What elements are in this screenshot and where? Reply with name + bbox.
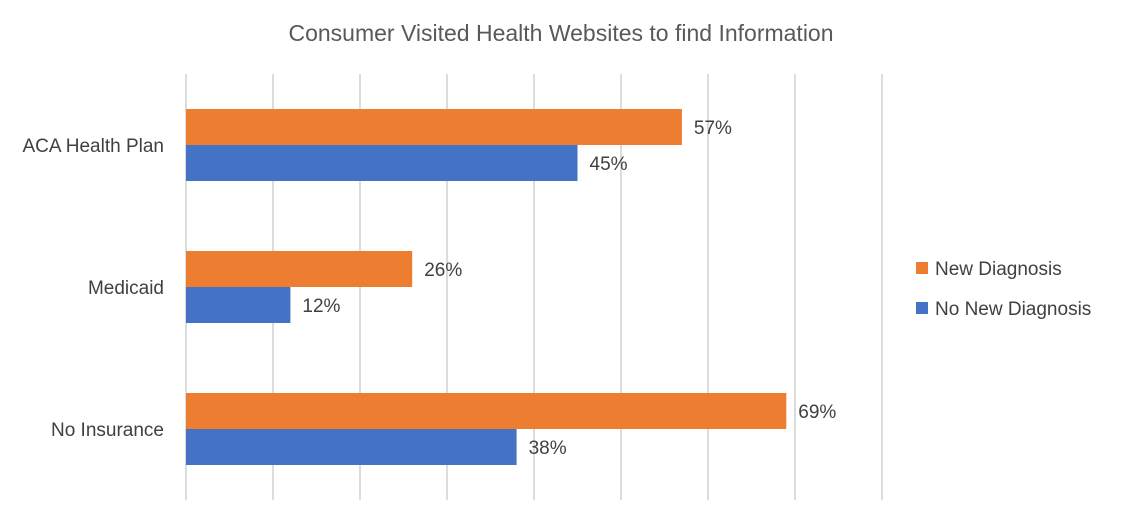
data-label-medicaid-new-diagnosis: 26% [424,260,462,281]
legend: New Diagnosis No New Diagnosis [916,259,1091,320]
category-axis-labels: ACA Health Plan Medicaid No Insurance [22,136,164,441]
bar-aca-health-plan-no-new-diagnosis [186,145,578,181]
chart-title: Consumer Visited Health Websites to find… [288,20,833,46]
legend-label-new-diagnosis: New Diagnosis [935,259,1062,280]
bar-no-insurance-no-new-diagnosis [186,429,517,465]
data-labels: 57% 45% 26% 12% 69% 38% [302,118,836,459]
bar-medicaid-new-diagnosis [186,251,413,287]
data-label-aca-health-plan-new-diagnosis: 57% [694,118,732,139]
data-label-no-insurance-new-diagnosis: 69% [798,402,836,423]
legend-swatch-new-diagnosis [916,262,928,274]
category-label-aca-health-plan: ACA Health Plan [22,136,164,157]
legend-label-no-new-diagnosis: No New Diagnosis [935,299,1091,320]
data-label-medicaid-no-new-diagnosis: 12% [302,296,340,317]
bar-aca-health-plan-new-diagnosis [186,109,682,145]
bar-no-insurance-new-diagnosis [186,393,787,429]
bar-medicaid-no-new-diagnosis [186,287,291,323]
category-label-medicaid: Medicaid [88,278,164,299]
bars [186,109,787,465]
data-label-no-insurance-no-new-diagnosis: 38% [529,438,567,459]
category-label-no-insurance: No Insurance [51,420,164,441]
data-label-aca-health-plan-no-new-diagnosis: 45% [590,154,628,175]
legend-swatch-no-new-diagnosis [916,302,928,314]
